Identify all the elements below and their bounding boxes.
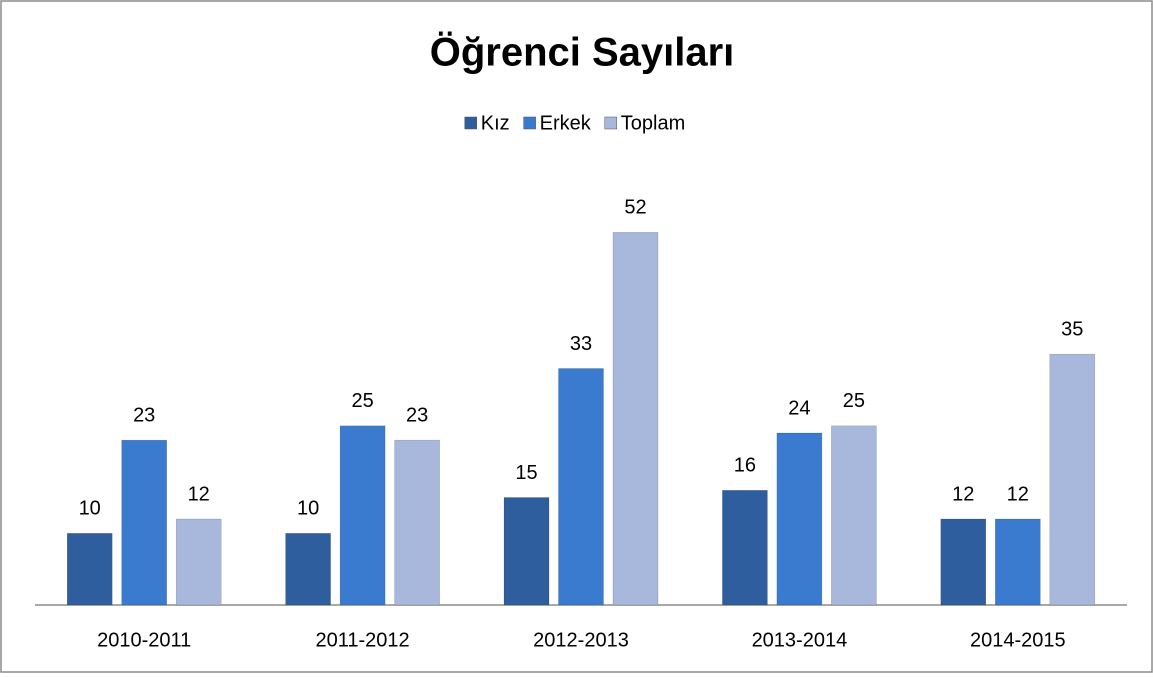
- bar: [995, 518, 1041, 606]
- data-label: 10: [79, 498, 101, 520]
- bar: [175, 518, 222, 606]
- bar: [285, 533, 331, 606]
- legend-label: Erkek: [540, 112, 592, 134]
- bar: [558, 368, 604, 606]
- bar: [503, 497, 550, 606]
- legend-swatch: [523, 116, 536, 130]
- bar: [612, 232, 659, 606]
- legend-swatch: [464, 116, 477, 130]
- x-tick-label: 2010-2011: [97, 629, 191, 651]
- bar: [121, 439, 167, 606]
- data-label: 23: [406, 404, 428, 426]
- bar: [722, 490, 768, 606]
- data-label: 10: [297, 498, 319, 520]
- legend-label: Toplam: [621, 112, 685, 134]
- bar: [1049, 353, 1096, 606]
- data-label: 23: [133, 404, 155, 426]
- data-label: 25: [351, 390, 373, 412]
- bar: [940, 518, 987, 606]
- data-label: 16: [734, 455, 756, 477]
- data-label: 52: [624, 197, 646, 219]
- x-tick-label: 2012-2013: [533, 629, 629, 651]
- chart-title: Öğrenci Sayıları: [430, 30, 735, 75]
- bar: [394, 439, 440, 606]
- data-label: 12: [952, 483, 974, 505]
- x-tick-label: 2011-2012: [316, 629, 410, 651]
- bar: [66, 533, 113, 606]
- data-label: 24: [788, 397, 810, 419]
- legend-label: Kız: [481, 112, 510, 134]
- bar: [339, 425, 386, 606]
- data-label: 12: [188, 483, 210, 505]
- x-tick-label: 2014-2015: [970, 629, 1066, 651]
- data-label: 15: [515, 462, 537, 484]
- x-tick-label: 2013-2014: [752, 629, 848, 651]
- legend-swatch: [604, 116, 618, 130]
- data-label: 35: [1061, 318, 1083, 340]
- bar: [776, 432, 823, 606]
- data-label: 33: [570, 333, 592, 355]
- bar: [831, 425, 877, 606]
- data-label: 25: [843, 390, 865, 412]
- data-label: 12: [1007, 483, 1029, 505]
